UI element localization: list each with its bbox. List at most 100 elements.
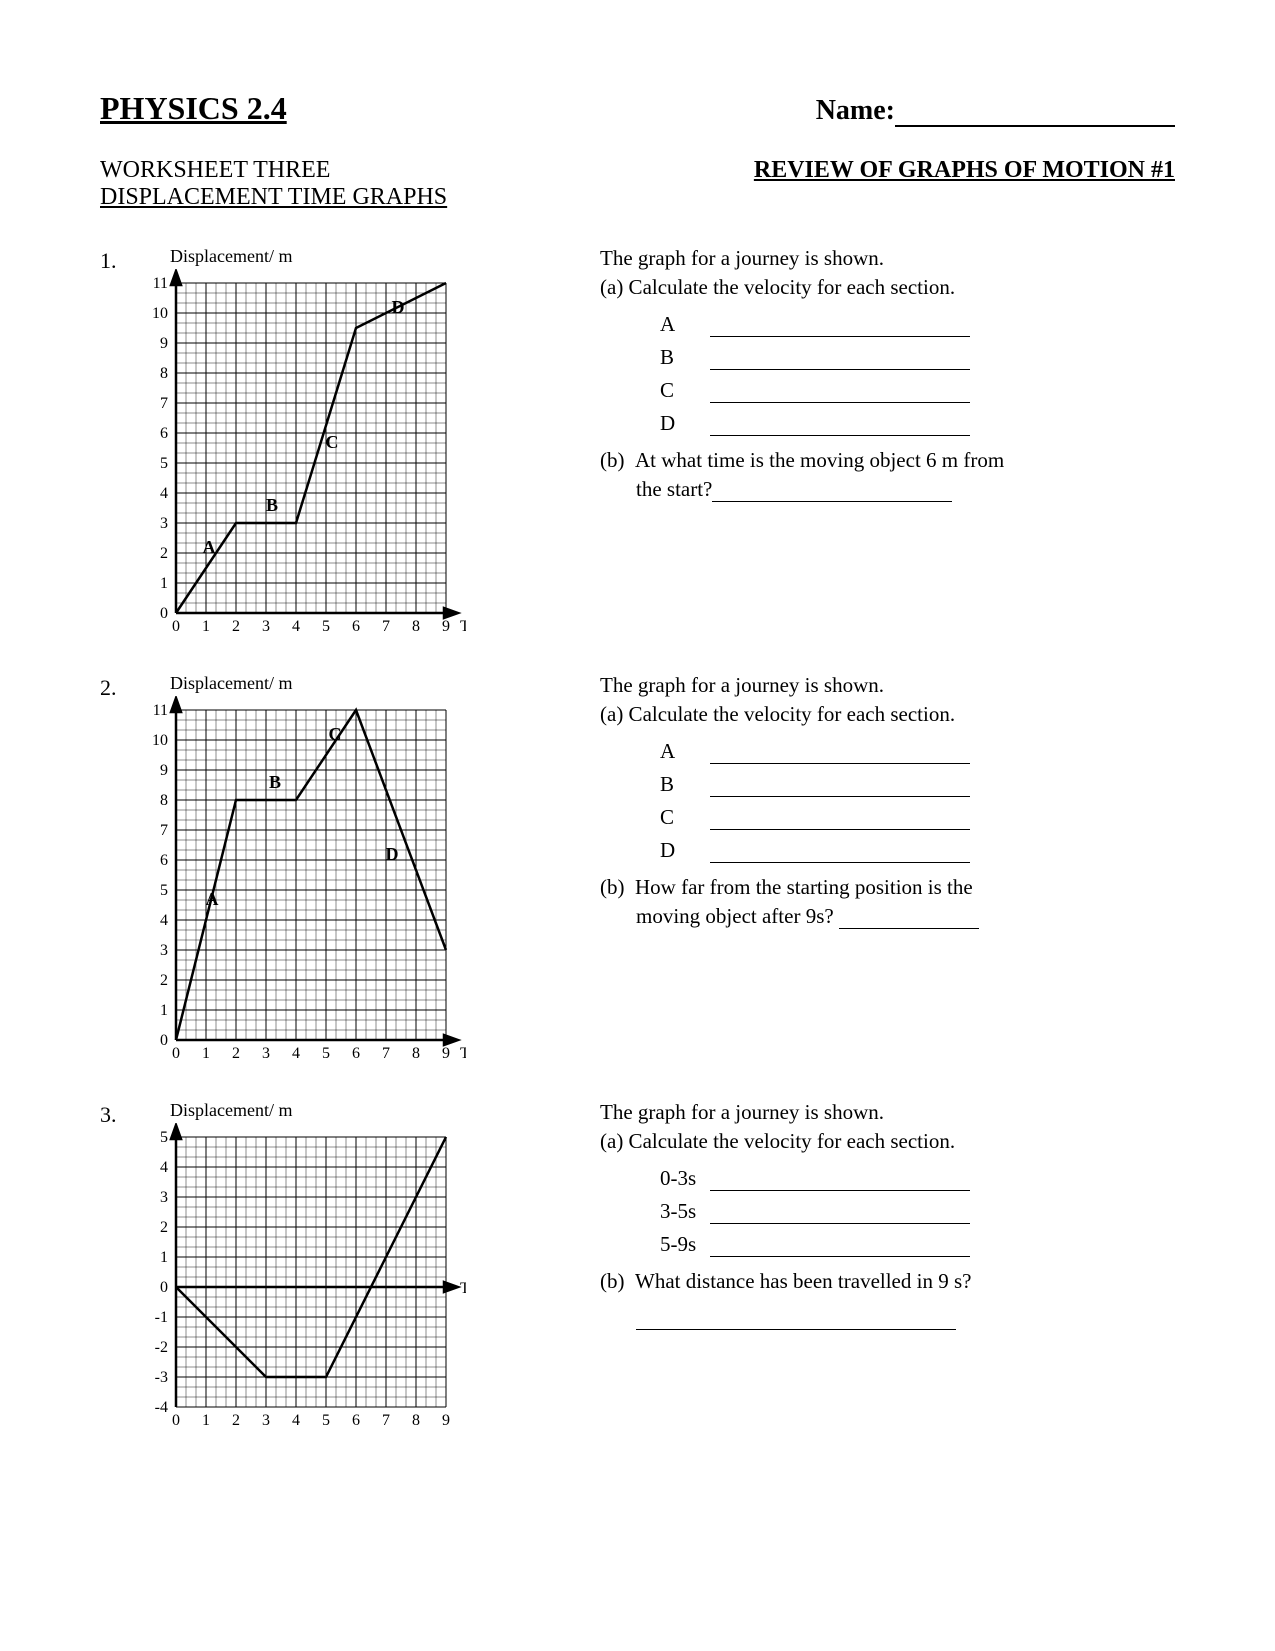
- svg-text:11: 11: [153, 275, 168, 292]
- page-title: PHYSICS 2.4: [100, 90, 287, 127]
- question-intro: The graph for a journey is shown.: [600, 1100, 1175, 1125]
- answer-blank[interactable]: [710, 416, 970, 436]
- svg-text:8: 8: [412, 1045, 420, 1062]
- svg-text:2: 2: [232, 618, 240, 635]
- problem-number: 2.: [100, 673, 140, 701]
- answer-line: 5-9s: [660, 1232, 1175, 1257]
- svg-text:3: 3: [160, 1189, 168, 1206]
- svg-text:6: 6: [352, 1412, 360, 1429]
- svg-text:5: 5: [160, 882, 168, 899]
- answer-blank[interactable]: [710, 350, 970, 370]
- answer-lines: ABCD: [660, 312, 1175, 436]
- subheader-left: WORKSHEET THREE DISPLACEMENT TIME GRAPHS: [100, 157, 447, 211]
- svg-text:3: 3: [160, 942, 168, 959]
- svg-text:0: 0: [160, 1032, 168, 1049]
- displacement-time-chart: -4-3-2-10123450123456789Time / s: [140, 1123, 466, 1439]
- svg-text:1: 1: [160, 1002, 168, 1019]
- svg-text:A: A: [203, 537, 216, 557]
- svg-text:10: 10: [152, 305, 168, 322]
- svg-text:1: 1: [202, 618, 210, 635]
- svg-text:0: 0: [172, 618, 180, 635]
- svg-text:D: D: [386, 844, 399, 864]
- answer-blank[interactable]: [636, 1312, 956, 1330]
- answer-line: B: [660, 345, 1175, 370]
- svg-text:-1: -1: [155, 1309, 168, 1326]
- answer-line: C: [660, 378, 1175, 403]
- answer-line: 0-3s: [660, 1166, 1175, 1191]
- svg-text:B: B: [269, 772, 281, 792]
- question-intro: The graph for a journey is shown.: [600, 246, 1175, 271]
- answer-blank[interactable]: [710, 1204, 970, 1224]
- answer-line: B: [660, 772, 1175, 797]
- svg-text:4: 4: [160, 912, 168, 929]
- answer-blank[interactable]: [839, 911, 979, 929]
- question-intro: The graph for a journey is shown.: [600, 673, 1175, 698]
- answer-lines: 0-3s 3-5s 5-9s: [660, 1166, 1175, 1257]
- svg-text:4: 4: [160, 1159, 168, 1176]
- svg-text:6: 6: [352, 1045, 360, 1062]
- svg-text:5: 5: [322, 1412, 330, 1429]
- answer-label: C: [660, 378, 710, 403]
- answer-label: 3-5s: [660, 1199, 710, 1224]
- answer-line: 3-5s: [660, 1199, 1175, 1224]
- answer-line: D: [660, 838, 1175, 863]
- svg-text:7: 7: [160, 395, 168, 412]
- name-field: Name:: [816, 95, 1175, 127]
- answer-blank[interactable]: [710, 383, 970, 403]
- problem: 1.Displacement/ m01234567891011012345678…: [100, 246, 1175, 645]
- question-b: (b) How far from the starting position i…: [600, 875, 1175, 900]
- name-blank[interactable]: [895, 125, 1175, 127]
- answer-line: A: [660, 312, 1175, 337]
- answer-blank[interactable]: [710, 810, 970, 830]
- answer-blank[interactable]: [710, 777, 970, 797]
- answer-label: B: [660, 345, 710, 370]
- svg-text:0: 0: [160, 1279, 168, 1296]
- svg-text:5: 5: [160, 1129, 168, 1146]
- subheader-row: WORKSHEET THREE DISPLACEMENT TIME GRAPHS…: [100, 157, 1175, 211]
- svg-text:9: 9: [160, 762, 168, 779]
- svg-text:8: 8: [412, 618, 420, 635]
- svg-text:2: 2: [232, 1045, 240, 1062]
- answer-blank[interactable]: [710, 317, 970, 337]
- answer-label: C: [660, 805, 710, 830]
- answer-blank[interactable]: [710, 744, 970, 764]
- problem: 3.Displacement/ m-4-3-2-1012345012345678…: [100, 1100, 1175, 1439]
- graph-column: Displacement/ m012345678910110123456789T…: [140, 246, 580, 645]
- svg-text:9: 9: [442, 1045, 450, 1062]
- svg-text:7: 7: [382, 1045, 390, 1062]
- question-a: (a) Calculate the velocity for each sect…: [600, 702, 1175, 727]
- answer-blank[interactable]: [710, 1171, 970, 1191]
- svg-text:4: 4: [292, 618, 300, 635]
- svg-text:2: 2: [160, 545, 168, 562]
- problem-number: 3.: [100, 1100, 140, 1128]
- svg-text:8: 8: [160, 792, 168, 809]
- svg-text:4: 4: [292, 1045, 300, 1062]
- svg-text:3: 3: [160, 515, 168, 532]
- answer-label: 0-3s: [660, 1166, 710, 1191]
- answer-blank[interactable]: [710, 843, 970, 863]
- name-label: Name:: [816, 95, 895, 126]
- svg-text:0: 0: [172, 1412, 180, 1429]
- svg-text:4: 4: [292, 1412, 300, 1429]
- answer-lines: ABCD: [660, 739, 1175, 863]
- y-axis-label: Displacement/ m: [170, 673, 580, 694]
- svg-text:4: 4: [160, 485, 168, 502]
- svg-text:-2: -2: [155, 1339, 168, 1356]
- svg-text:11: 11: [153, 702, 168, 719]
- svg-text:0: 0: [160, 605, 168, 622]
- svg-text:-3: -3: [155, 1369, 168, 1386]
- svg-text:1: 1: [202, 1045, 210, 1062]
- svg-text:3: 3: [262, 1412, 270, 1429]
- answer-line: D: [660, 411, 1175, 436]
- answer-blank[interactable]: [710, 1237, 970, 1257]
- answer-blank[interactable]: [712, 484, 952, 502]
- question-a: (a) Calculate the velocity for each sect…: [600, 1129, 1175, 1154]
- svg-text:7: 7: [382, 618, 390, 635]
- problem: 2.Displacement/ m01234567891011012345678…: [100, 673, 1175, 1072]
- graph-column: Displacement/ m012345678910110123456789T…: [140, 673, 580, 1072]
- displacement-time-chart: 012345678910110123456789Time / sABCD: [140, 269, 466, 645]
- svg-text:7: 7: [160, 822, 168, 839]
- svg-text:Time / s: Time / s: [460, 618, 466, 635]
- graph-column: Displacement/ m-4-3-2-10123450123456789T…: [140, 1100, 580, 1439]
- question-b: (b) What distance has been travelled in …: [600, 1269, 1175, 1294]
